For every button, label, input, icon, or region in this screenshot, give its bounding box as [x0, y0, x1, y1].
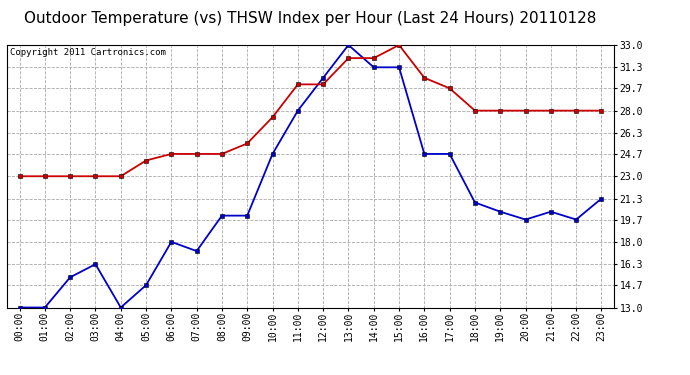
Text: Copyright 2011 Cartronics.com: Copyright 2011 Cartronics.com [10, 48, 166, 57]
Text: Outdoor Temperature (vs) THSW Index per Hour (Last 24 Hours) 20110128: Outdoor Temperature (vs) THSW Index per … [24, 11, 597, 26]
